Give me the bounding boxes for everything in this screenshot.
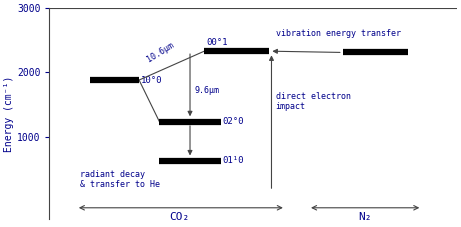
Y-axis label: Energy (cm⁻¹): Energy (cm⁻¹) [4,75,14,152]
Text: direct electron
impact: direct electron impact [276,92,350,111]
Text: 00°1: 00°1 [207,38,228,47]
Text: vibration energy transfer: vibration energy transfer [276,29,401,38]
Text: 9.6μm: 9.6μm [194,86,219,95]
Text: CO₂: CO₂ [170,212,190,222]
Text: N₂: N₂ [358,212,372,222]
Text: radiant decay
& transfer to He: radiant decay & transfer to He [80,170,160,189]
Text: 02°0: 02°0 [223,117,244,126]
Text: 01¹0: 01¹0 [223,156,244,165]
Text: 10.6μm: 10.6μm [145,40,176,64]
Text: 10°0: 10°0 [141,76,163,84]
